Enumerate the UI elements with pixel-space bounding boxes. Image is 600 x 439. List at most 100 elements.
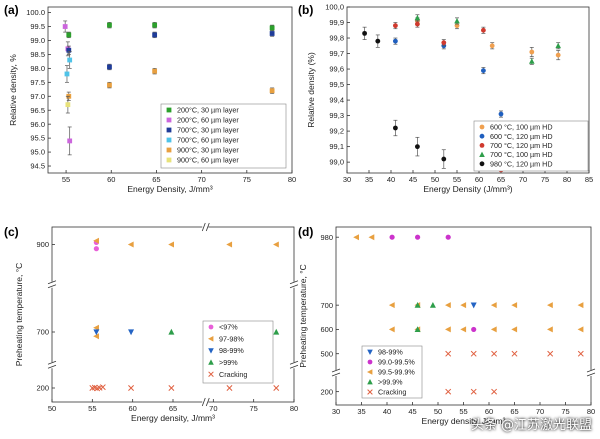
legend-marker: [479, 143, 485, 148]
legend-entry: 600 °C, 100 µm HD: [490, 123, 553, 132]
legend-marker: [208, 359, 214, 365]
y-tick-label: 99,2: [329, 127, 344, 136]
data-point: [93, 246, 99, 252]
x-tick-label: 60: [107, 175, 115, 184]
legend-marker: [208, 336, 214, 342]
legend-entry: 98-99%: [378, 348, 403, 357]
x-tick-label: 55: [459, 407, 467, 416]
data-point: [128, 385, 135, 391]
data-point: [498, 111, 504, 117]
x-tick-label: 65: [169, 404, 177, 413]
data-point: [490, 302, 497, 309]
legend-box: [160, 103, 287, 169]
data-point: [128, 329, 135, 336]
series-c-2: [93, 329, 135, 336]
data-point: [471, 326, 477, 333]
legend-entry: 700 °C, 100 µm HD: [490, 150, 553, 159]
x-tick-label: 40: [383, 407, 391, 416]
series-b-4: [362, 26, 447, 169]
y-tick-label: 600: [320, 325, 333, 334]
axis-break-mark: [331, 372, 341, 377]
y-tick-label: 98.5: [30, 50, 45, 59]
data-point: [441, 156, 447, 162]
data-point: [470, 302, 477, 309]
data-point: [414, 14, 421, 21]
data-point: [577, 302, 584, 309]
series-c-1: [93, 237, 279, 340]
legend-marker: [166, 107, 172, 113]
axis-break-gap: [290, 362, 298, 369]
series-d-3: [414, 301, 436, 333]
x-tick-label: 70: [519, 175, 527, 184]
y-tick-label: 700: [36, 328, 49, 337]
legend-box: [202, 320, 274, 384]
data-point: [375, 38, 381, 44]
y-tick-label: 97.0: [30, 92, 45, 101]
data-point: [152, 22, 158, 28]
legend-entry: Cracking: [378, 388, 406, 397]
legend-entry: 99.5-99.9%: [378, 368, 415, 377]
legend-marker: [166, 157, 172, 163]
data-point: [454, 23, 460, 29]
legend-entry: 200°C, 30 µm layer: [177, 106, 239, 115]
x-tick-label: 50: [48, 404, 56, 413]
x-tick-label: 75: [243, 175, 251, 184]
panel-label-d: (d): [298, 225, 313, 239]
data-point: [547, 350, 554, 357]
x-tick-label: 55: [62, 175, 70, 184]
x-tick-label: 50: [431, 175, 439, 184]
legend-c: <97% 97-98% 98-99% >99% Cracking: [202, 320, 274, 384]
x-tick-label: 60: [475, 175, 483, 184]
series-b-0: [415, 17, 561, 61]
x-tick-label: 65: [510, 407, 518, 416]
y-tick-label: 99.5: [30, 22, 45, 31]
series-a-4: [66, 68, 275, 101]
panel-label-b: (b): [298, 3, 313, 17]
y-tick-label: 99.0: [30, 36, 45, 45]
series-a-1: [62, 20, 73, 156]
y-tick-label: 99,5: [329, 80, 344, 89]
legend-marker: [166, 137, 172, 143]
data-point: [107, 64, 112, 70]
legend-entry: 700 °C, 120 µm HD: [490, 141, 553, 150]
y-tick-label: 98.0: [30, 64, 45, 73]
y-tick-label: 96.0: [30, 120, 45, 129]
panel-label-c: (c): [4, 225, 19, 239]
data-point: [152, 68, 158, 74]
legend-marker: [479, 124, 485, 130]
x-tick-label: 75: [541, 175, 549, 184]
plot-frame-b: [346, 6, 590, 174]
data-point: [269, 31, 275, 36]
axis-break-mark: [289, 284, 299, 289]
data-point: [529, 49, 535, 55]
data-point: [67, 57, 73, 63]
legend-entry: 980 °C, 120 µm HD: [490, 159, 553, 168]
x-axis-break-gap: [202, 398, 209, 406]
y-tick-label: 700: [320, 301, 333, 310]
x-axis-break-mark: [201, 222, 206, 232]
data-point: [481, 27, 486, 33]
data-point: [489, 43, 495, 49]
legend-marker: [166, 127, 172, 133]
y-tick-label: 200: [320, 387, 333, 396]
data-point: [389, 234, 395, 240]
y-axis-label: Relative density (%): [306, 52, 316, 128]
data-point: [107, 82, 112, 88]
data-point: [445, 302, 451, 309]
data-point: [555, 52, 561, 58]
x-tick-label: 30: [343, 175, 351, 184]
legend-entry: 600 °C, 120 µm HD: [490, 132, 553, 141]
y-tick-label: 200: [36, 384, 49, 393]
x-tick-label: 70: [197, 175, 205, 184]
x-tick-label: 30: [332, 407, 340, 416]
data-point: [168, 328, 175, 335]
y-tick-label: 99,9: [329, 18, 344, 27]
y-tick-label: 99,4: [329, 96, 344, 105]
data-point: [226, 241, 233, 248]
data-point: [445, 234, 451, 240]
data-point: [353, 234, 359, 241]
data-point: [62, 24, 68, 29]
data-point: [491, 388, 498, 395]
data-point: [269, 88, 275, 94]
